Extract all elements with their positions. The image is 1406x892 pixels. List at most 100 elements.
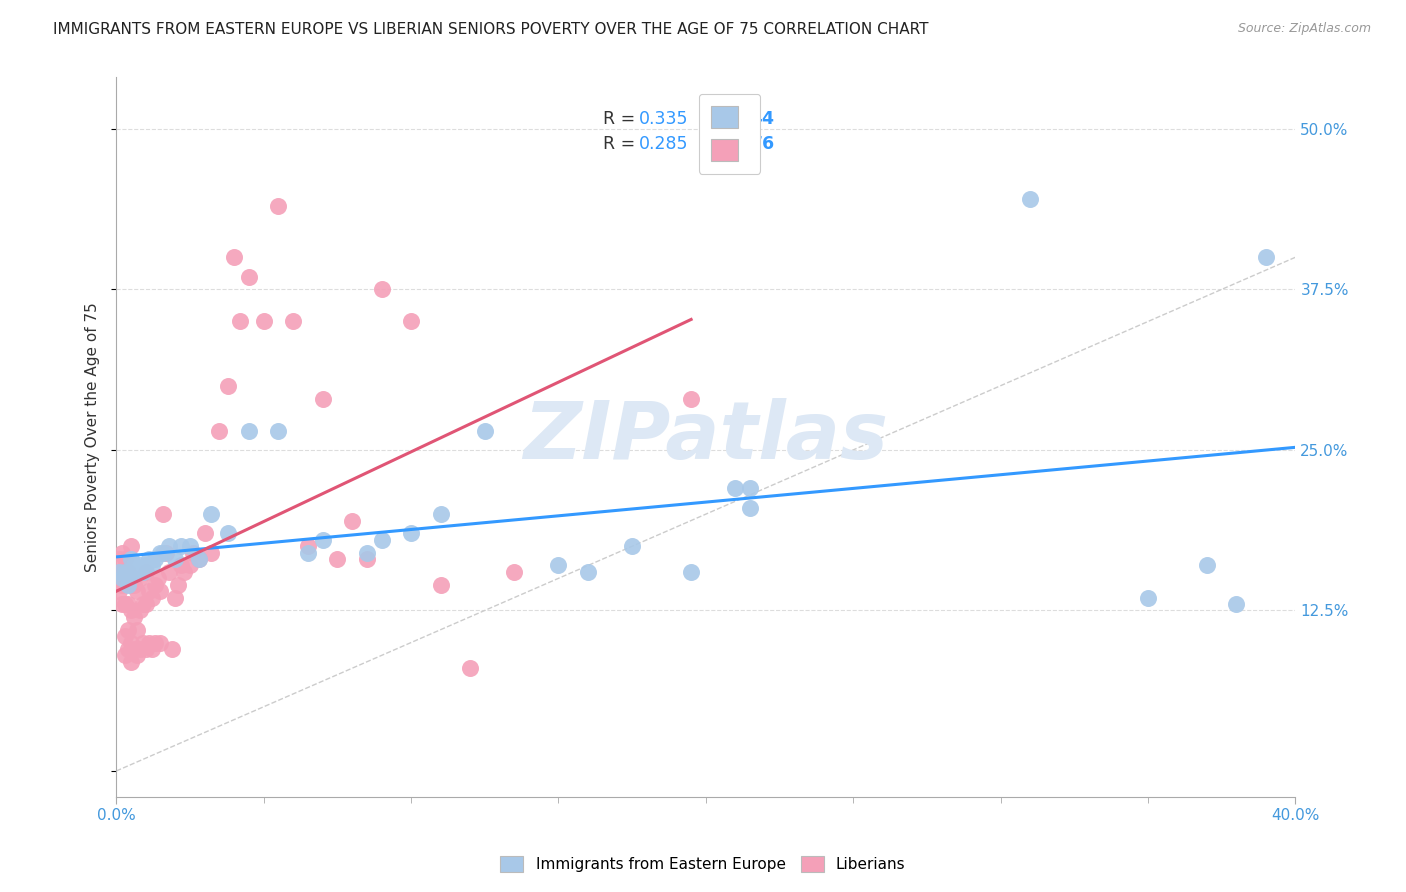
Point bbox=[120, 552, 142, 566]
Point bbox=[217, 378, 239, 392]
Point bbox=[108, 584, 131, 599]
Point bbox=[165, 552, 187, 566]
Point bbox=[135, 558, 157, 573]
Point bbox=[681, 565, 703, 579]
Text: 76: 76 bbox=[751, 136, 775, 153]
Point bbox=[238, 424, 260, 438]
Point bbox=[165, 591, 187, 605]
Point bbox=[474, 424, 496, 438]
Point bbox=[179, 539, 201, 553]
Text: 44: 44 bbox=[751, 111, 775, 128]
Point bbox=[125, 565, 148, 579]
Point bbox=[128, 558, 150, 573]
Point bbox=[217, 526, 239, 541]
Point bbox=[224, 250, 246, 264]
Point bbox=[200, 507, 222, 521]
Point bbox=[111, 578, 134, 592]
Point bbox=[111, 571, 134, 585]
Point bbox=[114, 629, 136, 643]
Point bbox=[311, 533, 333, 547]
Point bbox=[181, 546, 204, 560]
Point bbox=[132, 635, 155, 649]
Point bbox=[122, 642, 145, 657]
Point bbox=[117, 565, 139, 579]
Text: ZIPatlas: ZIPatlas bbox=[523, 398, 889, 476]
Point bbox=[132, 597, 155, 611]
Point bbox=[194, 526, 217, 541]
Point bbox=[111, 565, 134, 579]
Point bbox=[120, 603, 142, 617]
Point bbox=[132, 565, 155, 579]
Point bbox=[1254, 250, 1277, 264]
Point bbox=[157, 539, 180, 553]
Point bbox=[149, 546, 172, 560]
Point bbox=[120, 635, 142, 649]
Point bbox=[143, 552, 166, 566]
Point bbox=[114, 597, 136, 611]
Point bbox=[155, 546, 177, 560]
Point bbox=[179, 558, 201, 573]
Point bbox=[238, 269, 260, 284]
Point bbox=[681, 392, 703, 406]
Point bbox=[399, 314, 422, 328]
Point bbox=[108, 565, 131, 579]
Point bbox=[120, 565, 142, 579]
Point bbox=[370, 533, 392, 547]
Point bbox=[149, 635, 172, 649]
Point bbox=[200, 546, 222, 560]
Point bbox=[1019, 193, 1042, 207]
Point bbox=[547, 558, 569, 573]
Text: N =: N = bbox=[695, 136, 749, 153]
Point bbox=[122, 610, 145, 624]
Point bbox=[117, 642, 139, 657]
Point bbox=[122, 578, 145, 592]
Point bbox=[253, 314, 276, 328]
Point bbox=[399, 526, 422, 541]
Point bbox=[157, 565, 180, 579]
Point bbox=[170, 558, 193, 573]
Point bbox=[135, 642, 157, 657]
Point bbox=[297, 546, 319, 560]
Point bbox=[125, 623, 148, 637]
Point bbox=[311, 392, 333, 406]
Point bbox=[128, 642, 150, 657]
Text: N =: N = bbox=[695, 111, 749, 128]
Text: R =: R = bbox=[603, 136, 641, 153]
Point bbox=[1137, 591, 1160, 605]
Point bbox=[149, 584, 172, 599]
Legend: Immigrants from Eastern Europe, Liberians: Immigrants from Eastern Europe, Liberian… bbox=[492, 848, 914, 880]
Point bbox=[128, 603, 150, 617]
Point bbox=[138, 584, 160, 599]
Point bbox=[114, 565, 136, 579]
Point bbox=[340, 514, 363, 528]
Point bbox=[111, 546, 134, 560]
Point bbox=[208, 424, 231, 438]
Point bbox=[135, 597, 157, 611]
Point bbox=[187, 552, 209, 566]
Point bbox=[370, 282, 392, 296]
Point bbox=[138, 552, 160, 566]
Point bbox=[173, 565, 195, 579]
Point bbox=[429, 578, 451, 592]
Point bbox=[108, 565, 131, 579]
Point bbox=[162, 642, 184, 657]
Point bbox=[326, 552, 349, 566]
Point bbox=[429, 507, 451, 521]
Point bbox=[1195, 558, 1218, 573]
Point bbox=[297, 539, 319, 553]
Point bbox=[576, 565, 599, 579]
Text: IMMIGRANTS FROM EASTERN EUROPE VS LIBERIAN SENIORS POVERTY OVER THE AGE OF 75 CO: IMMIGRANTS FROM EASTERN EUROPE VS LIBERI… bbox=[53, 22, 929, 37]
Point bbox=[117, 578, 139, 592]
Point bbox=[128, 571, 150, 585]
Point bbox=[152, 546, 174, 560]
Point bbox=[120, 578, 142, 592]
Point bbox=[111, 597, 134, 611]
Point bbox=[458, 661, 481, 675]
Point bbox=[170, 539, 193, 553]
Point bbox=[120, 655, 142, 669]
Point bbox=[125, 648, 148, 663]
Point bbox=[229, 314, 252, 328]
Point bbox=[146, 571, 169, 585]
Point bbox=[621, 539, 644, 553]
Text: 0.285: 0.285 bbox=[638, 136, 688, 153]
